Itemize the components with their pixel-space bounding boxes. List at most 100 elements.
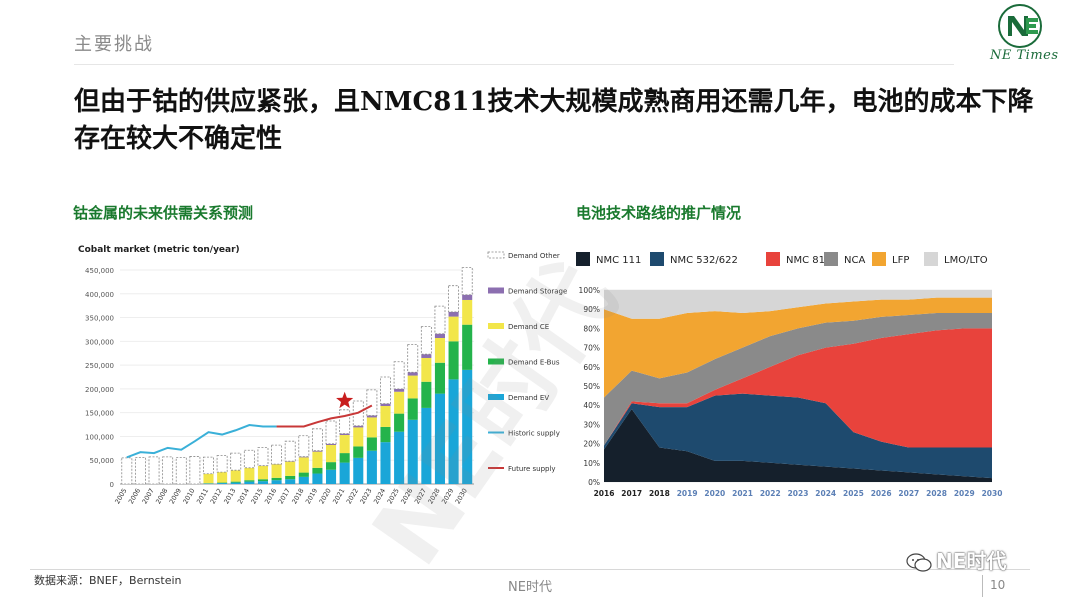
cobalt-market-chart: Cobalt market (metric ton/year) 0 50,000 10… — [78, 245, 567, 505]
bar-demand-other — [148, 456, 160, 485]
y-tick-label: 100,000 — [85, 433, 114, 441]
bar-demand-other — [121, 457, 133, 485]
x-tick-label: 2023 — [788, 489, 809, 498]
bar-demand-other — [434, 305, 446, 335]
bar-demand-ev — [434, 393, 445, 484]
bar-demand-other — [311, 428, 323, 452]
x-tick-label: 2005 — [113, 487, 128, 505]
bar-demand-other — [162, 456, 174, 485]
bar-demand-ev — [421, 407, 432, 484]
page-number: 10 — [990, 578, 1006, 592]
y-tick-label: 60% — [583, 363, 600, 372]
bar-demand-e-bus — [312, 467, 323, 474]
legend-swatch — [766, 252, 780, 266]
bar-demand-ev — [462, 369, 473, 484]
bar-demand-ce — [203, 473, 214, 484]
y-tick-label: 80% — [583, 324, 600, 333]
bar-demand-storage — [353, 425, 364, 428]
bar-demand-other — [461, 267, 473, 296]
x-tick-label: 2021 — [732, 489, 753, 498]
bar-demand-other — [407, 344, 419, 373]
bar-demand-ce — [326, 445, 337, 463]
bar-demand-ce — [285, 461, 296, 476]
y-tick-label: 70% — [583, 344, 600, 353]
legend-swatch — [487, 251, 505, 259]
bar-demand-ce — [217, 472, 228, 483]
x-tick-label: 2017 — [277, 487, 292, 505]
bar-demand-ev — [407, 419, 418, 484]
bar-demand-other — [448, 285, 460, 313]
bar-demand-ev — [366, 450, 377, 484]
bar-demand-e-bus — [380, 426, 391, 443]
legend-swatch — [576, 252, 590, 266]
bar-demand-ce — [339, 435, 350, 454]
bar-demand-ev — [298, 476, 309, 484]
legend-label: Demand Other — [508, 252, 560, 260]
bar-demand-e-bus — [285, 475, 296, 480]
bar-demand-storage — [366, 415, 377, 418]
bar-demand-e-bus — [257, 479, 268, 482]
y-tick-label: 0% — [588, 478, 600, 487]
x-tick-label: 2028 — [426, 487, 441, 505]
bar-demand-storage — [380, 403, 391, 407]
area-nca — [604, 313, 992, 446]
y-tick-label: 50% — [583, 382, 600, 391]
bar-demand-ce — [421, 357, 432, 382]
legend-swatch — [488, 287, 504, 294]
logo-text: NE Times — [990, 48, 1059, 63]
bar-demand-e-bus — [462, 324, 473, 370]
area-nmc-111 — [604, 409, 992, 482]
legend-label: Demand Storage — [508, 288, 567, 296]
y-tick-label: 10% — [583, 459, 600, 468]
bar-demand-e-bus — [366, 437, 377, 451]
x-tick-label: 2028 — [926, 489, 947, 498]
bar-demand-e-bus — [434, 362, 445, 394]
x-tick-label: 2023 — [358, 487, 373, 505]
bar-demand-storage — [434, 333, 445, 339]
bar-demand-other — [325, 420, 337, 445]
y-tick-label: 30% — [583, 420, 600, 429]
x-tick-label: 2022 — [345, 487, 360, 505]
page-headline: 但由于钴的供应紧张，且NMC811技术大规模成熟商用还需几年，电池的成本下降存在… — [74, 87, 1034, 154]
x-tick-label: 2015 — [249, 487, 264, 505]
y-tick-label: 450,000 — [85, 267, 114, 275]
bar-demand-ce — [394, 391, 405, 414]
x-tick-label: 2016 — [263, 487, 278, 505]
bar-demand-e-bus — [271, 477, 282, 481]
x-tick-label: 2020 — [318, 487, 333, 505]
area-nmc-532-622 — [604, 393, 992, 479]
bar-demand-other — [366, 389, 378, 416]
bar-demand-other — [203, 456, 214, 475]
bar-demand-ev — [394, 431, 405, 484]
x-tick-label: 2021 — [331, 487, 346, 505]
x-tick-label: 2008 — [154, 487, 169, 505]
bar-demand-ev — [217, 483, 228, 484]
x-tick-label: 2025 — [843, 489, 864, 498]
area-nmc-811 — [604, 328, 992, 448]
y-tick-label: 20% — [583, 440, 600, 449]
y-tick-label: 300,000 — [85, 338, 114, 346]
x-tick-label: 2018 — [290, 487, 305, 505]
line-future-supply — [276, 404, 373, 428]
legend-label: Future supply — [508, 465, 556, 473]
x-tick-label: 2029 — [954, 489, 975, 498]
bar-demand-ce — [380, 406, 391, 427]
bar-demand-other — [380, 376, 391, 405]
legend-label: Demand E-Bus — [508, 359, 560, 367]
bar-demand-other — [284, 440, 296, 462]
x-tick-label: 2026 — [399, 487, 414, 505]
bar-demand-storage — [407, 372, 418, 376]
legend-label: NCA — [844, 255, 865, 266]
x-tick-label: 2006 — [127, 487, 142, 505]
bar-demand-other — [298, 435, 310, 458]
bar-demand-e-bus — [353, 446, 364, 458]
bar-demand-ev — [312, 473, 323, 484]
legend-swatch — [488, 323, 504, 329]
logo-mark-icon — [998, 4, 1042, 48]
area-lfp — [604, 297, 992, 398]
bar-demand-other — [243, 449, 255, 469]
bar-demand-other — [230, 452, 242, 471]
x-tick-label: 2007 — [141, 487, 156, 505]
y-tick-label: 400,000 — [85, 291, 114, 299]
y-tick-label: 350,000 — [85, 315, 114, 323]
